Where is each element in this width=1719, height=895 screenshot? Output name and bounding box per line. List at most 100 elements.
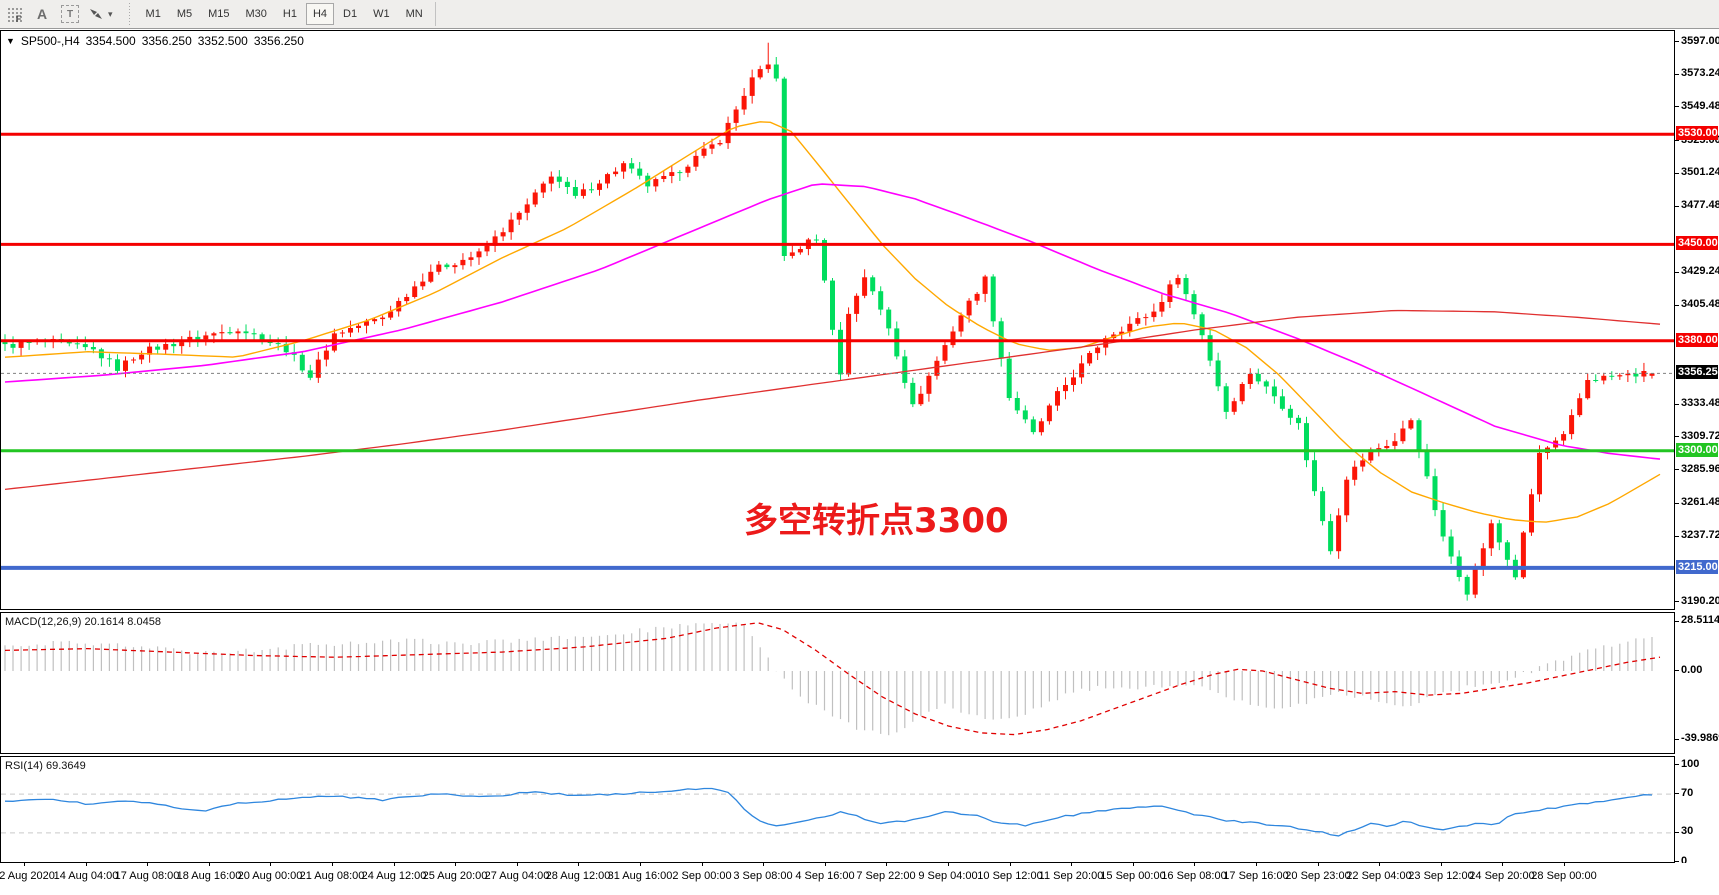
candlestick-chart[interactable] <box>1 31 1674 609</box>
time-tick-mark <box>1379 863 1380 866</box>
hline-price-label-3530.000: 3530.000 <box>1676 126 1719 140</box>
symbol-title: SP500-,H4 <box>20 34 80 48</box>
axis-tick-mark <box>1675 536 1679 537</box>
time-tick-mark <box>1194 863 1195 866</box>
axis-tick-mark <box>1675 764 1679 765</box>
ohlc-close: 3356.250 <box>253 34 304 48</box>
timeframe-group: M1 M5 M15 M30 H1 H4 D1 W1 MN <box>138 3 431 25</box>
time-axis-label: 21 Aug 08:00 <box>299 870 365 882</box>
axis-tick-mark <box>1675 793 1679 794</box>
rsi-axis-label: 100 <box>1681 758 1700 770</box>
label-tool-button[interactable]: T <box>57 2 83 26</box>
time-tick-mark <box>1010 863 1011 866</box>
rsi-axis-label: 0 <box>1681 855 1688 867</box>
fibo-grid-tool-button[interactable]: F <box>1 2 27 26</box>
macd-title: MACD(12,26,9) <box>5 616 82 628</box>
price-tick-label: 3549.480 <box>1681 100 1719 112</box>
price-tick-label: 3261.480 <box>1681 496 1719 508</box>
price-tick-label: 3309.720 <box>1681 430 1719 442</box>
toolbar: F A T ▾ M1 M5 M15 M30 H1 H4 D1 W1 MN <box>0 0 1719 29</box>
dot-grid-icon <box>6 6 22 22</box>
time-axis-label: 31 Aug 16:00 <box>607 870 673 882</box>
ohlc-low: 3352.500 <box>197 34 248 48</box>
label-tool-icon-letter: T <box>66 8 74 20</box>
axis-tick-mark <box>1675 832 1679 833</box>
time-axis-label: 9 Sep 04:00 <box>918 870 978 882</box>
arrows-tool-button[interactable]: ▾ <box>85 2 116 26</box>
macd-axis-label: 0.00 <box>1681 664 1703 676</box>
time-axis-label: 22 Sep 04:00 <box>1346 870 1412 882</box>
timeframe-button-M5[interactable]: M5 <box>170 3 199 25</box>
axis-tick-mark <box>1675 601 1679 602</box>
time-tick-mark <box>455 863 456 866</box>
time-tick-mark <box>1441 863 1442 866</box>
timeframe-button-H4[interactable]: H4 <box>305 3 335 25</box>
macd-axis-label: -39.9869 <box>1681 732 1719 744</box>
axis-tick-mark <box>1675 173 1679 174</box>
time-tick-mark <box>1564 863 1565 866</box>
ohlc-open: 3354.500 <box>85 34 136 48</box>
axis-tick-mark <box>1675 140 1679 141</box>
time-tick-mark <box>332 863 333 866</box>
price-axis[interactable]: 3597.0003573.2403549.4803525.0003501.240… <box>1675 30 1719 867</box>
rsi-panel: RSI(14) 69.3649 <box>0 756 1675 863</box>
macd-chart[interactable] <box>1 613 1674 753</box>
timeframe-button-MN[interactable]: MN <box>399 3 430 25</box>
price-tick-label: 3237.720 <box>1681 529 1719 541</box>
timeframe-button-M1[interactable]: M1 <box>139 3 168 25</box>
time-axis-label: 20 Sep 23:00 <box>1285 870 1351 882</box>
price-tick-label: 3429.240 <box>1681 265 1719 277</box>
price-tick-label: 3190.200 <box>1681 595 1719 607</box>
time-tick-mark <box>517 863 518 866</box>
text-tool-button[interactable]: A <box>29 2 55 26</box>
axis-tick-mark <box>1675 621 1679 622</box>
macd-axis-label: 28.5114 <box>1681 614 1719 626</box>
timeframe-button-M30[interactable]: M30 <box>239 3 274 25</box>
time-axis-label: 17 Aug 08:00 <box>114 870 180 882</box>
axis-tick-mark <box>1675 305 1679 306</box>
time-tick-mark <box>270 863 271 866</box>
axis-tick-mark <box>1675 206 1679 207</box>
time-tick-mark <box>640 863 641 866</box>
collapse-arrow-icon[interactable]: ▼ <box>6 36 15 46</box>
rsi-label: RSI(14) 69.3649 <box>5 760 86 772</box>
time-tick-mark <box>825 863 826 866</box>
rsi-chart[interactable] <box>1 757 1674 862</box>
rsi-value: 69.3649 <box>45 760 86 772</box>
current-price-label: 3356.250 <box>1676 365 1719 379</box>
axis-tick-mark <box>1675 272 1679 273</box>
hline-price-label-3380.000: 3380.000 <box>1676 333 1719 347</box>
symbol-info: ▼ SP500-,H4 3354.500 3356.250 3352.500 3… <box>6 34 304 48</box>
axis-tick-mark <box>1675 106 1679 107</box>
chart-annotation-text[interactable]: 多空转折点3300 <box>744 501 1009 541</box>
rsi-axis-label: 30 <box>1681 825 1694 837</box>
price-tick-label: 3477.480 <box>1681 199 1719 211</box>
price-tick-label: 3501.240 <box>1681 166 1719 178</box>
time-tick-mark <box>1256 863 1257 866</box>
time-tick-mark <box>1071 863 1072 866</box>
time-axis-label: 10 Sep 12:00 <box>977 870 1043 882</box>
chevron-down-icon: ▾ <box>108 8 113 19</box>
hline-price-label-3300.000: 3300.000 <box>1676 443 1719 457</box>
ohlc-high: 3356.250 <box>141 34 192 48</box>
time-axis-label: 4 Sep 16:00 <box>795 870 855 882</box>
toolbar-separator <box>434 2 436 26</box>
price-chart-panel: ▼ SP500-,H4 3354.500 3356.250 3352.500 3… <box>0 30 1675 610</box>
label-tool-icon: T <box>61 5 79 23</box>
price-tick-label: 3285.960 <box>1681 463 1719 475</box>
macd-label: MACD(12,26,9) 20.1614 8.0458 <box>5 616 161 628</box>
time-axis-label: 23 Sep 12:00 <box>1408 870 1474 882</box>
time-tick-mark <box>578 863 579 866</box>
timeframe-button-M15[interactable]: M15 <box>201 3 236 25</box>
timeframe-button-D1[interactable]: D1 <box>336 3 364 25</box>
timeframe-button-W1[interactable]: W1 <box>366 3 397 25</box>
rsi-title: RSI(14) <box>5 760 43 772</box>
time-tick-mark <box>24 863 25 866</box>
timeframe-button-H1[interactable]: H1 <box>276 3 304 25</box>
axis-tick-mark <box>1675 503 1679 504</box>
text-tool-icon: A <box>36 6 48 22</box>
time-tick-mark <box>1502 863 1503 866</box>
toolbar-drag-handle[interactable] <box>126 3 132 25</box>
time-tick-mark <box>209 863 210 866</box>
